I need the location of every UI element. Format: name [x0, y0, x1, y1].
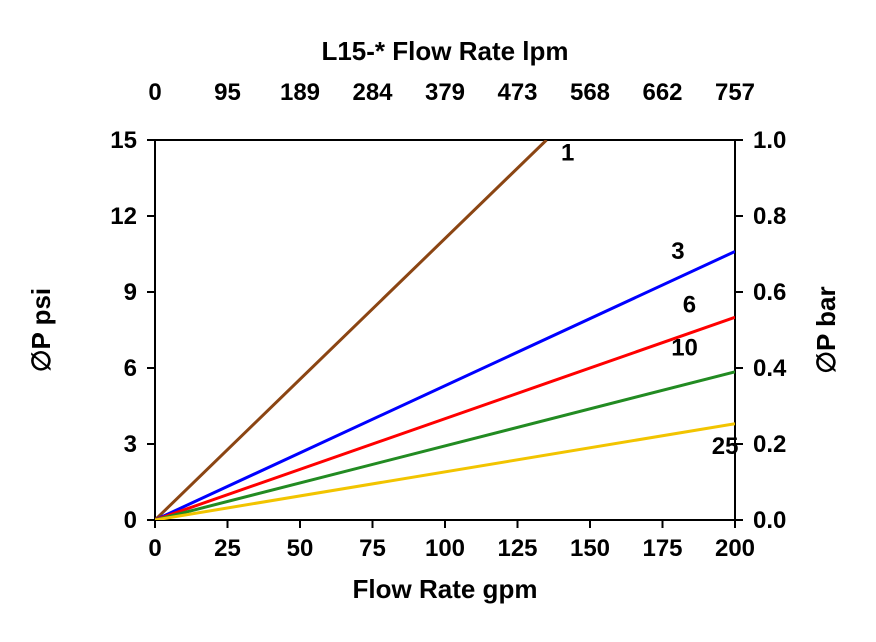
left-tick-label: 6	[124, 355, 137, 382]
top-tick-label: 95	[214, 79, 241, 106]
left-axis-label: ∅P psi	[26, 288, 56, 372]
left-tick-label: 15	[110, 127, 137, 154]
series-label-6: 6	[683, 291, 696, 318]
right-tick-label: 0.4	[753, 355, 787, 382]
series-label-3: 3	[671, 238, 684, 265]
series-label-1: 1	[561, 139, 574, 166]
top-tick-label: 284	[352, 79, 393, 106]
right-tick-label: 0.2	[753, 431, 786, 458]
left-tick-label: 0	[124, 507, 137, 534]
right-tick-label: 1.0	[753, 127, 786, 154]
series-label-25: 25	[712, 433, 739, 460]
bottom-tick-label: 25	[214, 535, 241, 562]
bottom-tick-label: 0	[148, 535, 161, 562]
top-tick-label: 473	[497, 79, 537, 106]
left-tick-label: 3	[124, 431, 137, 458]
left-tick-label: 9	[124, 279, 137, 306]
bottom-tick-label: 50	[287, 535, 314, 562]
top-axis-title: L15-* Flow Rate lpm	[321, 36, 568, 66]
right-tick-label: 0.6	[753, 279, 786, 306]
top-tick-label: 662	[642, 79, 682, 106]
bottom-axis-label: Flow Rate gpm	[353, 574, 538, 604]
chart-svg: L15-* Flow Rate lpm095189284379473568662…	[0, 0, 876, 642]
series-label-10: 10	[671, 334, 698, 361]
top-tick-label: 0	[148, 79, 161, 106]
top-tick-label: 757	[715, 79, 755, 106]
top-tick-label: 568	[570, 79, 610, 106]
right-tick-label: 0.8	[753, 203, 786, 230]
left-tick-label: 12	[110, 203, 137, 230]
chart-container: L15-* Flow Rate lpm095189284379473568662…	[0, 0, 876, 642]
bottom-tick-label: 200	[715, 535, 755, 562]
bottom-tick-label: 75	[359, 535, 386, 562]
bottom-tick-label: 125	[497, 535, 537, 562]
bottom-tick-label: 100	[425, 535, 465, 562]
right-tick-label: 0.0	[753, 507, 786, 534]
bottom-tick-label: 175	[642, 535, 682, 562]
bottom-tick-label: 150	[570, 535, 610, 562]
right-axis-label: ∅P bar	[811, 286, 841, 373]
top-tick-label: 189	[280, 79, 320, 106]
top-tick-label: 379	[425, 79, 465, 106]
